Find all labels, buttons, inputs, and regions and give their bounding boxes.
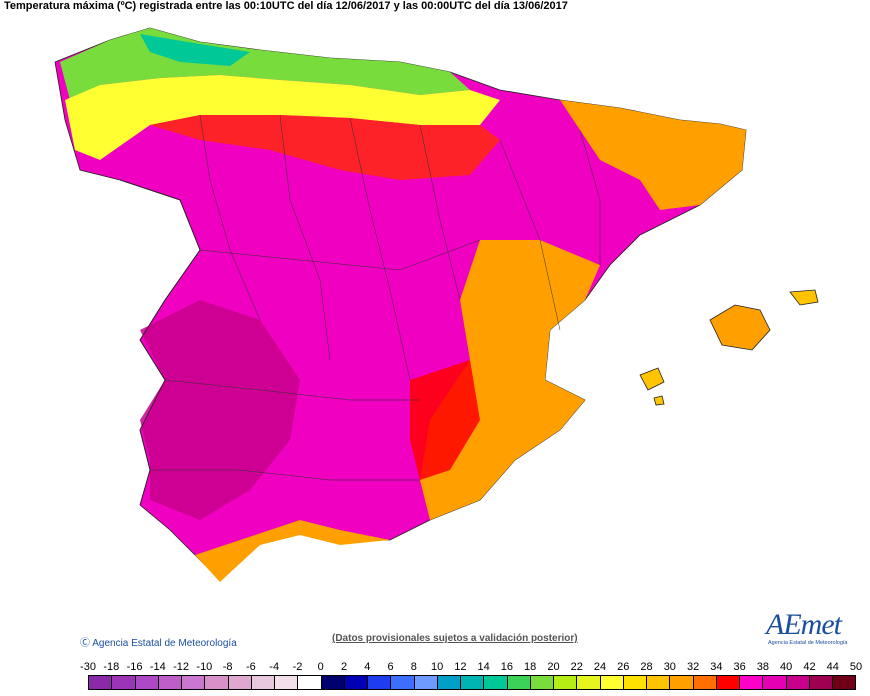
mallorca	[709, 304, 771, 351]
legend-label: 4	[364, 661, 371, 673]
copyright-text: Ⓒ Agencia Estatal de Meteorología	[80, 638, 237, 649]
legend-swatch	[693, 676, 717, 689]
legend-label: 50	[849, 661, 863, 673]
legend-label: -14	[149, 661, 166, 673]
legend-label: 28	[640, 661, 653, 673]
portugal-border	[119, 179, 201, 506]
legend-swatch	[298, 676, 322, 689]
legend-swatch	[740, 676, 764, 689]
formentera	[653, 395, 665, 406]
legend-swatch	[623, 676, 647, 689]
legend-swatch	[112, 676, 136, 689]
legend-swatch	[228, 676, 252, 689]
legend-swatch	[344, 676, 368, 689]
legend-label: 34	[710, 661, 723, 673]
legend-label: 12	[454, 661, 467, 673]
east-red-band	[410, 360, 480, 480]
north-red-band	[150, 115, 500, 180]
legend-swatch	[530, 676, 554, 689]
legend-label: -4	[269, 661, 280, 673]
legend-swatch	[321, 676, 345, 689]
legend-label: 10	[430, 661, 444, 673]
legend-color-scale	[88, 675, 856, 690]
legend-label: -6	[246, 661, 256, 673]
legend-swatch	[484, 676, 508, 689]
page-title: Temperatura máxima (ºC) registrada entre…	[4, 0, 568, 12]
legend-swatch	[786, 676, 810, 689]
legend-swatch	[182, 676, 206, 689]
legend-label: 40	[780, 661, 793, 673]
legend-swatch	[670, 676, 694, 689]
legend-label: 0	[317, 661, 324, 673]
legend-swatch	[205, 676, 229, 689]
southwest-hot-zone	[140, 300, 300, 520]
legend-swatch	[809, 676, 833, 689]
legend-swatch	[135, 676, 159, 689]
legend-label: 36	[733, 661, 746, 673]
legend-swatch	[577, 676, 601, 689]
legend-label: 26	[617, 661, 630, 673]
legend-label: 14	[477, 661, 490, 673]
legend-swatch	[647, 676, 671, 689]
legend-swatch	[414, 676, 438, 689]
legend-swatch	[275, 676, 299, 689]
legend-label: 6	[387, 661, 394, 673]
legend-swatch	[461, 676, 485, 689]
logo-subtitle: Agencia Estatal de Meteorología	[768, 640, 848, 646]
province-borders	[150, 114, 601, 481]
legend-swatch	[89, 676, 113, 689]
legend-label: 8	[410, 661, 417, 673]
legend-swatch	[600, 676, 624, 689]
legend-swatch	[507, 676, 531, 689]
north-coast-cyan	[140, 34, 250, 66]
legend-swatch	[368, 676, 392, 689]
legend-swatch	[833, 676, 856, 689]
legend-label: 38	[756, 661, 770, 673]
south-coast-warm	[195, 520, 390, 582]
legend-label: 20	[547, 661, 560, 673]
northeast-warm	[560, 100, 746, 210]
north-yellow-band	[65, 75, 500, 160]
legend-swatch	[251, 676, 275, 689]
legend-label: -10	[196, 661, 213, 673]
legend-swatch	[437, 676, 461, 689]
legend-label: 44	[826, 661, 839, 673]
ibiza	[639, 367, 665, 391]
legend-labels: -30 -18 -16 -14 -12 -10 -8 -6 -4 -2 0 2 4 6 8 10 12 14 16 1…	[78, 661, 868, 673]
legend-label: -2	[292, 661, 303, 673]
temperature-map	[54, 27, 819, 582]
legend-swatch	[763, 676, 787, 689]
legend-label: -12	[173, 661, 190, 673]
legend-swatch	[391, 676, 415, 689]
menorca	[789, 289, 819, 306]
east-coast-warm	[420, 240, 600, 520]
legend-label: 16	[500, 661, 514, 673]
logo-wordmark: AEmet	[766, 608, 842, 641]
legend-label: 24	[593, 661, 607, 673]
legend-label: 30	[663, 661, 676, 673]
legend-swatch	[554, 676, 578, 689]
legend-label: 22	[570, 661, 583, 673]
provisional-data-note: (Datos provisionales sujetos a validació…	[332, 633, 578, 644]
legend-label: -16	[126, 661, 143, 673]
legend-label: -8	[222, 661, 233, 673]
legend-label: -18	[103, 661, 120, 673]
legend-swatch	[716, 676, 740, 689]
legend-label: 18	[524, 661, 537, 673]
legend-label: -30	[80, 661, 96, 673]
legend-swatch	[158, 676, 182, 689]
legend-label: 42	[803, 661, 816, 673]
aemet-logo: AEmet Agencia Estatal de Meteorología	[760, 608, 848, 648]
legend-label: 32	[686, 661, 700, 673]
legend-label: 2	[340, 661, 348, 673]
